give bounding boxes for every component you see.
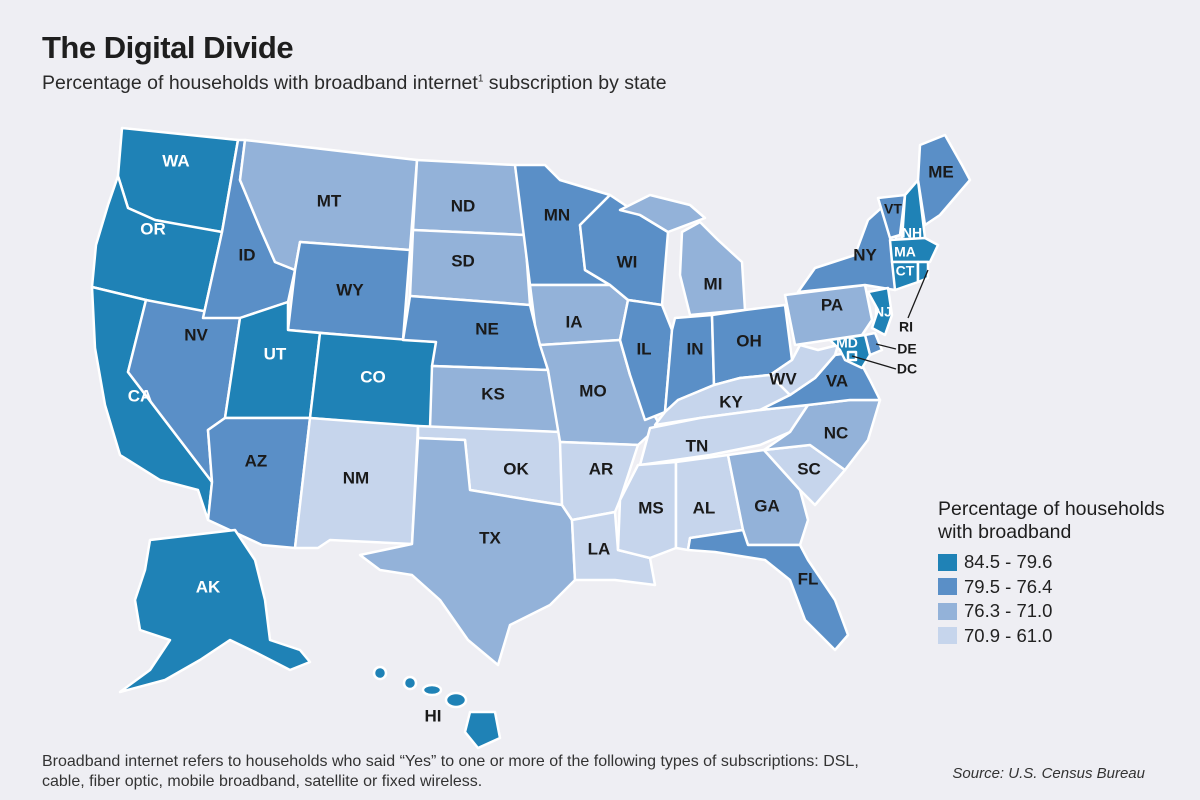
- label-MA: MA: [894, 244, 916, 260]
- label-ID: ID: [239, 245, 256, 264]
- state-MI-upper: [618, 193, 707, 234]
- legend-swatch: [938, 602, 957, 620]
- legend-item: 70.9 - 61.0: [938, 624, 1188, 649]
- label-WI: WI: [617, 252, 638, 271]
- label-WY: WY: [336, 280, 364, 299]
- label-DC: DC: [897, 361, 917, 377]
- state-ME: [916, 133, 972, 227]
- state-LA: [570, 510, 657, 587]
- legend-swatch: [938, 627, 957, 645]
- legend-item: 84.5 - 79.6: [938, 550, 1188, 575]
- label-TN: TN: [686, 436, 709, 455]
- label-AZ: AZ: [245, 451, 268, 470]
- legend-item: 76.3 - 71.0: [938, 599, 1188, 624]
- label-HI: HI: [425, 706, 442, 725]
- label-NY: NY: [853, 245, 877, 264]
- source-credit: Source: U.S. Census Bureau: [952, 765, 1145, 782]
- state-HI-maui: [444, 691, 468, 709]
- label-MS: MS: [638, 498, 664, 517]
- state-VT: [876, 193, 907, 240]
- label-RI: RI: [899, 319, 913, 335]
- label-NM: NM: [343, 468, 369, 487]
- state-MA: [888, 236, 940, 264]
- state-HI-kauai: [372, 665, 388, 681]
- leader-DE: [875, 343, 897, 350]
- label-IL: IL: [636, 339, 651, 358]
- label-CA: CA: [128, 386, 153, 405]
- state-AZ: [206, 416, 312, 550]
- legend-title-line1: Percentage of households: [938, 498, 1165, 520]
- label-SD: SD: [451, 251, 475, 270]
- state-MI: [678, 220, 747, 317]
- legend-item: 79.5 - 76.4: [938, 575, 1188, 600]
- legend-range-label: 70.9 - 61.0: [964, 624, 1053, 646]
- label-NH: NH: [902, 225, 922, 241]
- label-OR: OR: [140, 219, 166, 238]
- state-IL: [618, 298, 674, 422]
- map-title: The Digital Divide: [42, 30, 294, 65]
- map-subtitle: Percentage of households with broadband …: [42, 72, 667, 95]
- legend-title-line2: with broadband: [938, 521, 1072, 543]
- label-MT: MT: [317, 191, 342, 210]
- label-NE: NE: [475, 319, 499, 338]
- state-TX: [358, 436, 577, 667]
- label-DE: DE: [897, 341, 916, 357]
- label-IN: IN: [687, 339, 704, 358]
- legend-range-label: 84.5 - 79.6: [964, 551, 1053, 573]
- label-LA: LA: [588, 539, 611, 558]
- label-AK: AK: [196, 577, 221, 596]
- footnote-marker: 1: [477, 73, 484, 85]
- label-OK: OK: [503, 459, 529, 478]
- label-MI: MI: [704, 274, 723, 293]
- label-KY: KY: [719, 392, 743, 411]
- label-VA: VA: [826, 371, 848, 390]
- label-TX: TX: [479, 528, 501, 547]
- label-MO: MO: [579, 381, 606, 400]
- state-HI-oahu: [402, 675, 418, 691]
- leader-DC: [851, 355, 897, 370]
- label-WV: WV: [769, 369, 797, 388]
- label-PA: PA: [821, 295, 843, 314]
- legend-title: Percentage of households with broadband: [938, 498, 1188, 544]
- label-ND: ND: [451, 196, 476, 215]
- label-NC: NC: [824, 423, 849, 442]
- label-KS: KS: [481, 384, 505, 403]
- footnote: Broadband internet refers to households …: [42, 753, 859, 790]
- label-AL: AL: [693, 498, 716, 517]
- label-NJ: NJ: [874, 304, 892, 320]
- label-GA: GA: [754, 496, 780, 515]
- label-MN: MN: [544, 205, 570, 224]
- label-UT: UT: [264, 344, 287, 363]
- subtitle-text: Percentage of households with broadband …: [42, 72, 478, 94]
- state-HI-molokai: [421, 683, 443, 697]
- label-MD: MD: [836, 335, 858, 351]
- legend-swatch: [938, 553, 957, 571]
- label-AR: AR: [589, 459, 614, 478]
- state-FL: [686, 528, 850, 652]
- map-legend: Percentage of households with broadband 8…: [938, 498, 1188, 648]
- state-NJ: [866, 286, 894, 337]
- label-SC: SC: [797, 459, 821, 478]
- label-WA: WA: [162, 151, 189, 170]
- label-NV: NV: [184, 325, 208, 344]
- subtitle-suffix: subscription by state: [483, 72, 667, 94]
- label-FL: FL: [798, 569, 819, 588]
- legend-range-label: 76.3 - 71.0: [964, 600, 1053, 622]
- label-ME: ME: [928, 162, 954, 181]
- leader-RI: [907, 269, 929, 319]
- label-IA: IA: [566, 312, 583, 331]
- state-HI-big-island: [463, 710, 502, 750]
- label-CO: CO: [360, 367, 386, 386]
- legend-swatch: [938, 578, 957, 596]
- state-AK: [118, 528, 312, 694]
- hawaii-islands: [372, 665, 502, 750]
- label-CT: CT: [896, 263, 915, 279]
- label-OH: OH: [736, 331, 762, 350]
- legend-range-label: 79.5 - 76.4: [964, 575, 1053, 597]
- label-VT: VT: [884, 201, 902, 217]
